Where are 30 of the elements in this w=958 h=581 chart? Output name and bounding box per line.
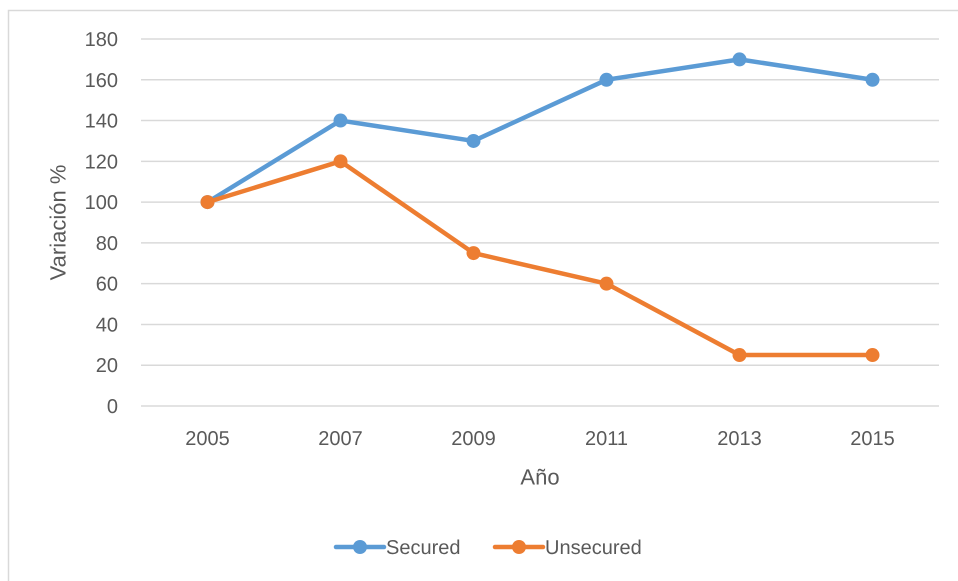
y-tick-label: 120 bbox=[84, 151, 118, 174]
point bbox=[334, 114, 348, 128]
x-tick-label: 2015 bbox=[850, 428, 895, 450]
y-axis-title: Variación % bbox=[46, 164, 71, 280]
x-tick-label: 2009 bbox=[451, 428, 496, 450]
point bbox=[466, 134, 480, 148]
point bbox=[732, 348, 746, 362]
x-tick-label: 2005 bbox=[185, 428, 230, 450]
y-tick-label: 160 bbox=[84, 70, 118, 92]
point bbox=[600, 276, 614, 291]
y-tick-label: 80 bbox=[96, 232, 118, 255]
x-tick-label: 2011 bbox=[584, 428, 628, 450]
x-tick-label: 2013 bbox=[717, 428, 762, 450]
y-tick-label: 40 bbox=[96, 314, 118, 336]
y-tick-label: 0 bbox=[106, 396, 118, 418]
x-tick-label: 2007 bbox=[318, 428, 363, 450]
point bbox=[334, 154, 348, 168]
legend-label: Secured bbox=[386, 537, 460, 559]
x-axis-title: Año bbox=[520, 464, 560, 490]
legend-label: Unsecured bbox=[545, 537, 642, 559]
y-tick-label: 20 bbox=[96, 355, 118, 378]
point bbox=[466, 246, 480, 260]
point bbox=[866, 348, 880, 362]
point bbox=[732, 52, 746, 66]
point bbox=[866, 72, 880, 87]
point bbox=[600, 72, 614, 87]
y-tick-label: 180 bbox=[84, 29, 118, 51]
y-tick-label: 60 bbox=[96, 274, 118, 296]
y-tick-label: 100 bbox=[84, 192, 118, 214]
y-tick-label: 140 bbox=[84, 110, 118, 133]
